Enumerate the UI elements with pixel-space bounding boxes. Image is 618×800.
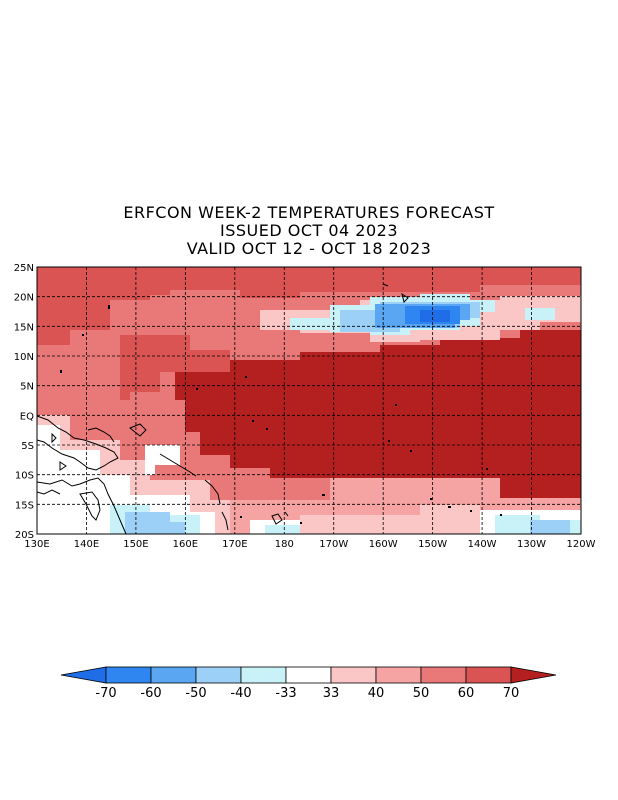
map-title-line2: ISSUED OCT 04 2023 [219, 221, 399, 240]
lat-tick-label: 5N [20, 382, 34, 393]
lon-tick-label: 180 [275, 539, 294, 550]
coastlines [36, 283, 409, 535]
island-dots [60, 305, 502, 524]
lon-tick-label: 140E [74, 539, 99, 550]
lon-tick-label: 170W [319, 539, 348, 550]
colorbar-label: -60 [140, 686, 161, 701]
lon-tick-label: 120W [567, 539, 596, 550]
lat-lon-grid [37, 267, 581, 534]
lon-tick-label: 160E [173, 539, 198, 550]
lat-tick-label: 15N [14, 322, 34, 333]
latitude-labels: 25N 20N 15N 10N 5N EQ 5S 10S 15S 20S [14, 263, 34, 541]
lon-tick-label: 130W [517, 539, 546, 550]
lat-tick-label: 15S [15, 500, 34, 511]
colorbar-label: -40 [230, 686, 251, 701]
lat-tick-label: EQ [20, 411, 34, 422]
colorbar-label: -70 [95, 686, 116, 701]
lon-tick-label: 150W [418, 539, 447, 550]
colorbar-swatch [330, 666, 377, 684]
colorbar-swatch [285, 666, 332, 684]
lon-tick-label: 130E [24, 539, 49, 550]
colorbar [60, 666, 557, 684]
colorbar-label: 40 [368, 686, 385, 701]
lon-tick-label: 150E [123, 539, 148, 550]
lon-tick-label: 140W [468, 539, 497, 550]
colorbar-arrow-left [60, 666, 107, 684]
colorbar-swatch [420, 666, 467, 684]
colorbar-swatch [240, 666, 287, 684]
colorbar-swatch [195, 666, 242, 684]
lon-tick-label: 170E [222, 539, 247, 550]
map-frame [36, 266, 582, 535]
colorbar-label: -50 [185, 686, 206, 701]
colorbar-label: 70 [503, 686, 520, 701]
lat-tick-label: 25N [14, 263, 34, 274]
temperature-probability-field [37, 267, 581, 534]
lat-tick-label: 5S [21, 441, 34, 452]
lat-tick-label: 20S [15, 530, 34, 541]
lat-tick-label: 10S [15, 471, 34, 482]
colorbar-label: 50 [413, 686, 430, 701]
colorbar-labels: -70 -60 -50 -40 -33 33 40 50 60 70 [95, 686, 519, 701]
colorbar-swatch [150, 666, 197, 684]
colorbar-label: 60 [458, 686, 475, 701]
colorbar-swatch [105, 666, 152, 684]
lat-tick-label: 20N [14, 293, 34, 304]
colorbar-swatch [465, 666, 512, 684]
colorbar-swatch [375, 666, 422, 684]
colorbar-arrow-right [510, 666, 557, 684]
longitude-labels: 130E 140E 150E 160E 170E 180 170W 160W 150W 140W 1… [24, 539, 595, 550]
map-title-line1: ERFCON WEEK-2 TEMPERATURES FORECAST [123, 203, 495, 222]
map-title-line3: VALID OCT 12 - OCT 18 2023 [186, 239, 432, 258]
lat-tick-label: 10N [14, 352, 34, 363]
colorbar-label: 33 [323, 686, 340, 701]
colorbar-label: -33 [275, 686, 296, 701]
lon-tick-label: 160W [369, 539, 398, 550]
